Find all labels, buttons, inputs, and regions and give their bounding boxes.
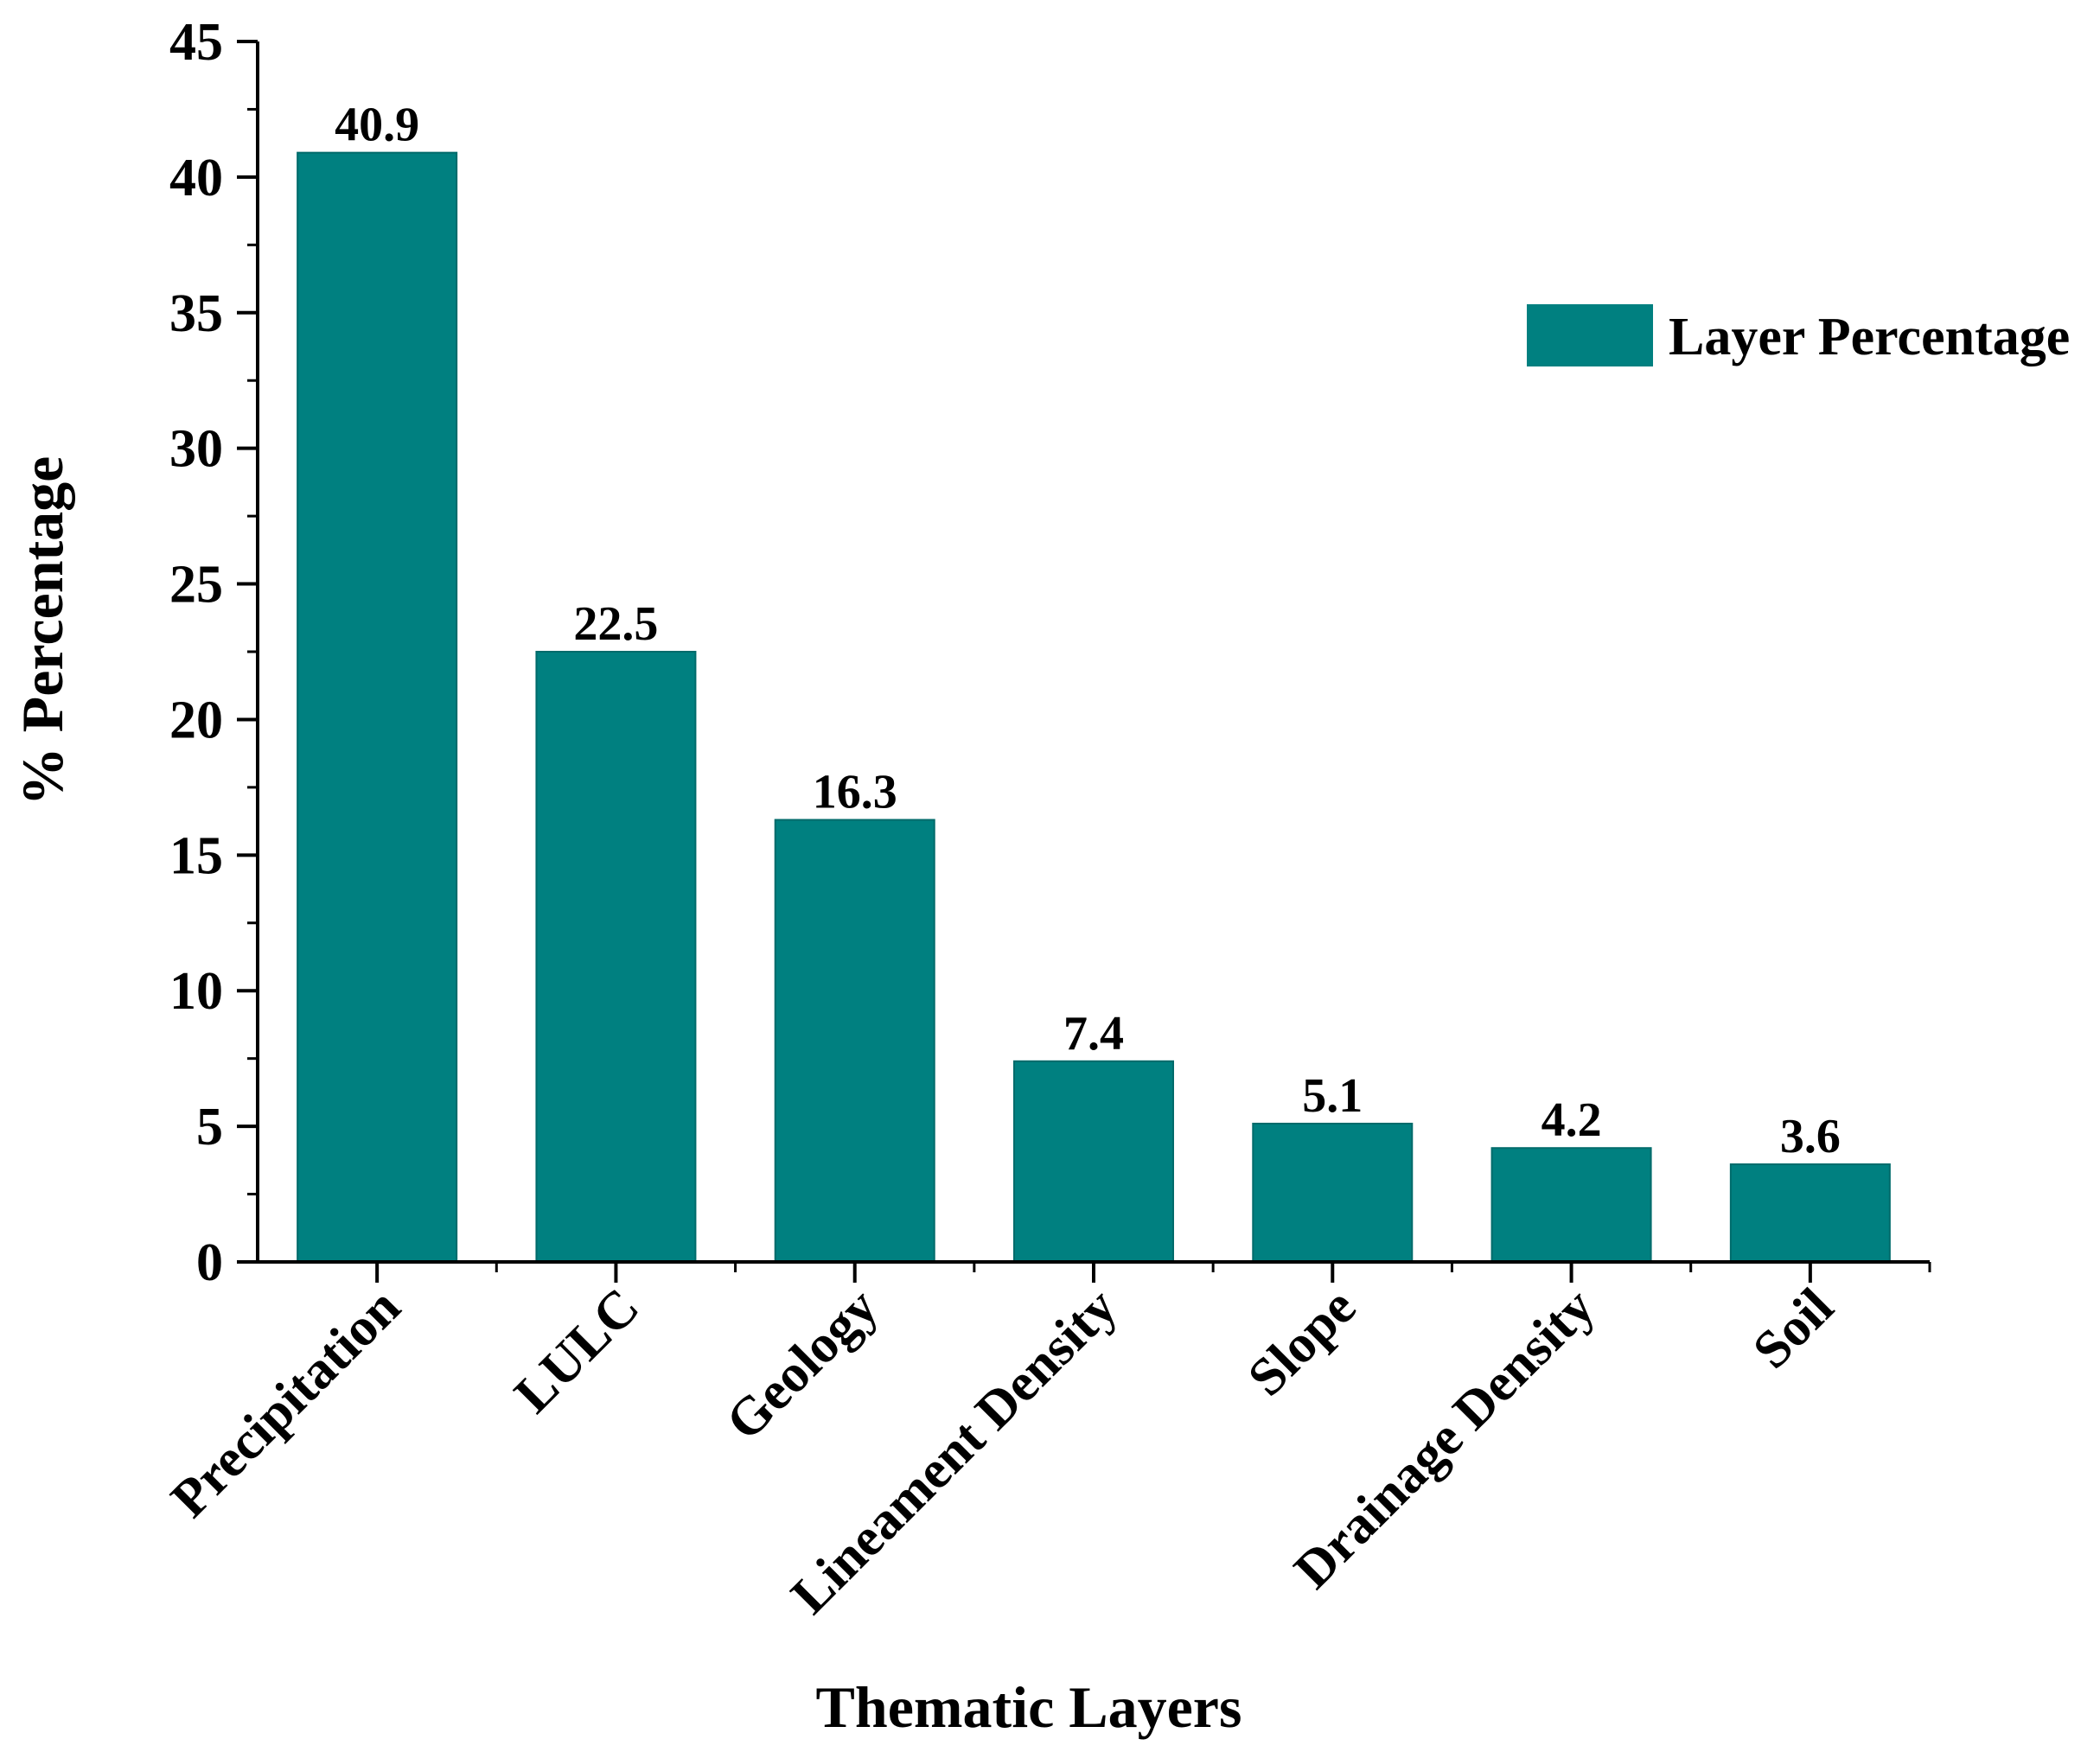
x-tick-label: Precipitation <box>160 1277 412 1529</box>
y-tick-label: 35 <box>169 284 223 343</box>
x-axis-title: Thematic Layers <box>816 1674 1242 1740</box>
y-tick-label: 5 <box>196 1098 223 1156</box>
x-tick-label: LULC <box>503 1277 650 1424</box>
data-label: 4.2 <box>1541 1093 1602 1147</box>
bar-lineament-density <box>1013 1060 1174 1263</box>
data-labels-layer: 40.9 22.5 16.3 7.4 5.1 4.2 3.6 <box>335 99 1841 1163</box>
y-tick-label: 25 <box>169 556 223 615</box>
data-label: 40.9 <box>335 99 419 152</box>
y-tick-label: 45 <box>169 13 223 72</box>
y-tick-label: 0 <box>196 1233 223 1292</box>
data-label: 5.1 <box>1302 1069 1363 1123</box>
bars-layer <box>297 151 1891 1264</box>
legend-swatch <box>1527 304 1653 366</box>
y-tick-label: 20 <box>169 691 223 749</box>
y-axis-title: % Percentage <box>10 456 75 806</box>
bar-lulc <box>535 651 697 1263</box>
data-label: 3.6 <box>1780 1110 1841 1163</box>
data-label: 16.3 <box>813 766 897 819</box>
x-tick-label: Geology <box>715 1277 890 1452</box>
y-tick-label: 40 <box>169 149 223 207</box>
bar-soil <box>1729 1163 1891 1264</box>
data-label: 7.4 <box>1063 1007 1124 1061</box>
bar-geology <box>774 819 935 1263</box>
legend-label: Layer Percentage <box>1669 308 2070 366</box>
y-tick-label: 30 <box>169 420 223 479</box>
bar-slope <box>1252 1122 1414 1264</box>
legend: Layer Percentage <box>1527 304 2070 366</box>
x-tick-label: Slope <box>1237 1277 1367 1407</box>
bar-precipitation <box>297 151 458 1263</box>
x-tick-label: Soil <box>1742 1277 1845 1380</box>
y-tick-label: 10 <box>169 962 223 1021</box>
bar-drainage-density <box>1490 1147 1652 1264</box>
y-tick-label: 15 <box>169 826 223 885</box>
data-label: 22.5 <box>573 597 658 651</box>
